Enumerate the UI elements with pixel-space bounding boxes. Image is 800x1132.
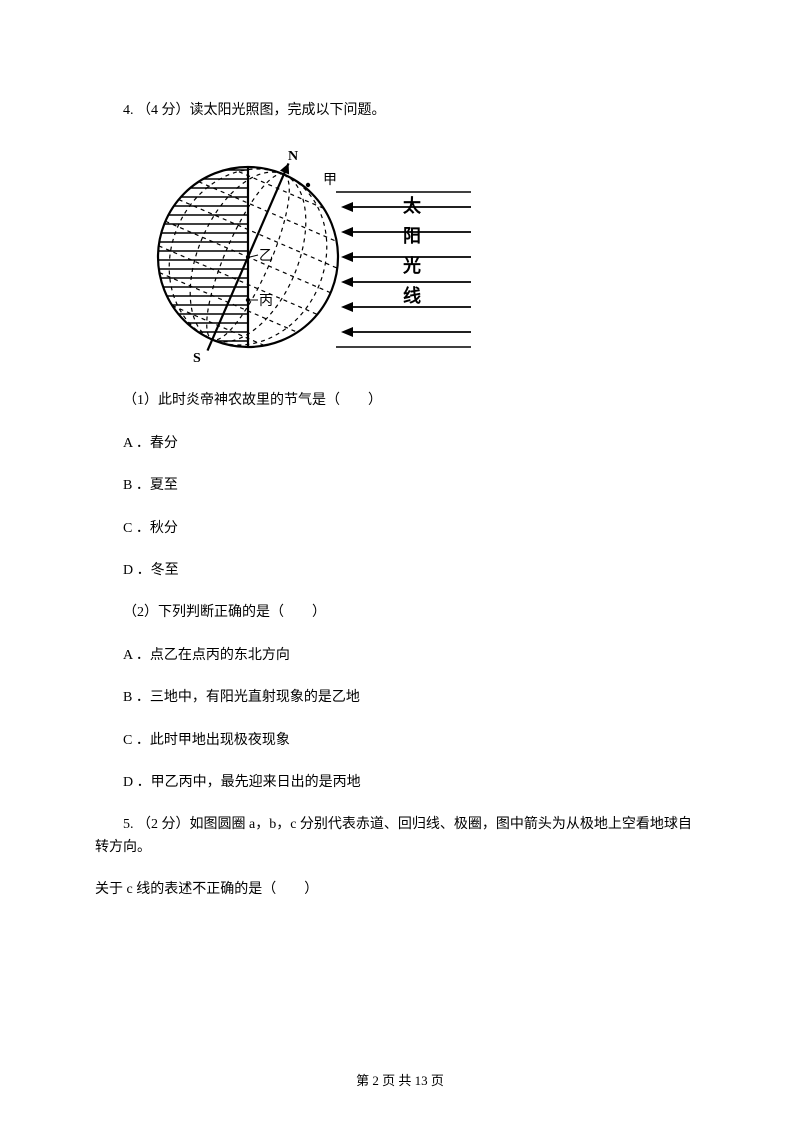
page-footer: 第 2 页 共 13 页 (0, 1071, 800, 1092)
q4-opt-b1: B ．夏至 (95, 475, 705, 497)
q4-opt-a2: A ．点乙在点丙的东北方向 (95, 645, 705, 667)
svg-text:N: N (288, 149, 298, 164)
q4-opt-c1: C ．秋分 (95, 518, 705, 540)
q5-stem-line1: 5. （2 分）如图圆圈 a，b，c 分别代表赤道、回归线、极圈，图中箭头为从极… (95, 814, 705, 859)
q4-sub2: （2）下列判断正确的是（ ） (95, 602, 705, 624)
globe-svg: N S 甲乙丙 太阳光线 (113, 142, 473, 372)
svg-text:太: 太 (403, 195, 422, 216)
svg-text:甲: 甲 (323, 173, 337, 188)
svg-text:光: 光 (402, 255, 421, 276)
q4-opt-d2: D ．甲乙丙中，最先迎来日出的是丙地 (95, 772, 705, 794)
svg-text:S: S (193, 351, 201, 366)
q4-sub1: （1）此时炎帝神农故里的节气是（ ） (95, 390, 705, 412)
q4-stem: 4. （4 分）读太阳光照图，完成以下问题。 (95, 100, 705, 122)
svg-text:线: 线 (403, 285, 421, 306)
q4-opt-d1: D ．冬至 (95, 560, 705, 582)
q4-opt-a1: A ．春分 (95, 433, 705, 455)
sun-illumination-diagram: N S 甲乙丙 太阳光线 (113, 142, 705, 372)
q5-stem-line2: 关于 c 线的表述不正确的是（ ） (95, 879, 705, 901)
svg-text:阳: 阳 (403, 226, 421, 246)
svg-text:乙: 乙 (259, 248, 273, 264)
svg-text:丙: 丙 (259, 294, 273, 309)
q4-opt-b2: B ．三地中，有阳光直射现象的是乙地 (95, 687, 705, 709)
q4-opt-c2: C ．此时甲地出现极夜现象 (95, 730, 705, 752)
